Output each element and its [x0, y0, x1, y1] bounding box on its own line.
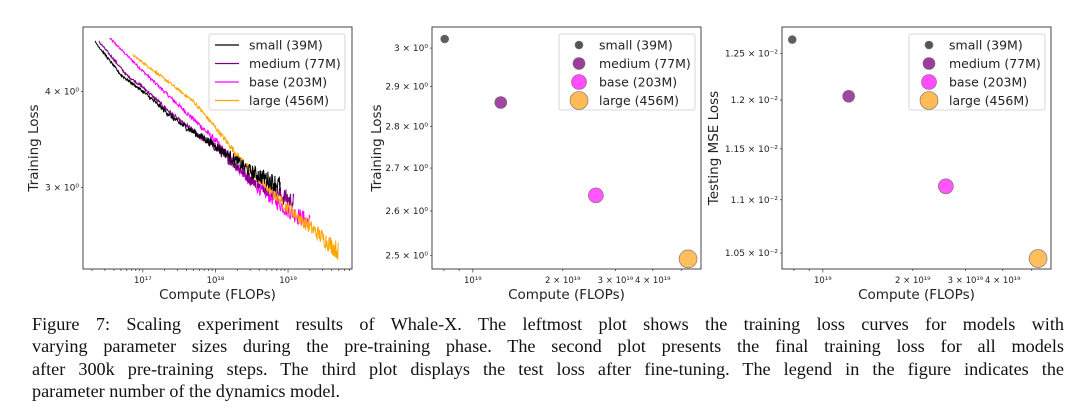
legend: small (39M) medium (77M) base (203M) large …: [208, 33, 346, 111]
legend-box: [908, 33, 1046, 111]
caption-line: Figure 7: Scaling experiment results of …: [32, 314, 1064, 334]
data-point-medium: [494, 96, 508, 109]
legend-marker-base: [571, 74, 587, 90]
x-tick-label: 3 × 10¹⁹: [598, 276, 634, 286]
legend-label: small (39M): [599, 38, 673, 53]
legend-label: small (39M): [249, 38, 323, 53]
data-point-large: [1028, 249, 1048, 268]
x-tick-label: 10¹⁹: [279, 276, 297, 286]
legend-marker-medium: [572, 57, 586, 70]
legend: small (39M) medium (77M) base (203M) large …: [558, 33, 696, 111]
x-tick-label: 2 × 10¹⁹: [895, 276, 931, 286]
legend-marker-small: [574, 40, 584, 50]
y-tick-label: 1.05 × 10⁻²: [725, 249, 779, 259]
plot-frame: [431, 26, 702, 270]
legend-box: [558, 33, 696, 111]
x-tick-label: 2 × 10¹⁹: [545, 276, 581, 286]
y-tick-label: 1.2 × 10⁻²: [731, 96, 779, 106]
data-point-small: [440, 34, 449, 44]
legend-label: medium (77M): [249, 56, 341, 71]
legend-marker-small: [924, 40, 934, 50]
x-tick-label: 10¹⁸: [207, 276, 225, 286]
x-axis-label: Compute (FLOPs): [159, 287, 276, 303]
y-axis-label: Testing MSE Loss: [706, 91, 722, 206]
x-tick-label: 10¹⁹: [814, 276, 832, 286]
y-tick-label: 1.25 × 10⁻²: [725, 49, 779, 59]
y-tick-label: 4 × 10⁰: [45, 87, 79, 97]
caption-line: after 300k pre-training steps. The third…: [32, 358, 1064, 379]
data-point-base: [938, 178, 954, 195]
y-tick-label: 1.1 × 10⁻²: [731, 196, 779, 206]
chart-2: 10¹⁹ 2 × 10¹⁹ 3 × 10¹⁹ 4 × 10¹⁹ 2.5 × 10⁰ 2.6…: [369, 26, 702, 303]
data-point-base: [588, 187, 604, 204]
plot-frame: [781, 26, 1052, 270]
figure-7-plots: 10¹⁷ 10¹⁸ 10¹⁹ 3 × 10⁰ 4 × 10⁰ Compute (FLOPs…: [26, 26, 1052, 303]
data-point-small: [787, 35, 797, 44]
y-tick-label: 1.15 × 10⁻²: [725, 145, 779, 155]
legend-marker-large: [569, 91, 589, 110]
legend-marker-base: [921, 74, 937, 90]
y-tick-label: 2.7 × 10⁰: [385, 164, 428, 174]
y-tick-label: 2.5 × 10⁰: [385, 252, 428, 262]
caption-line: varying parameter sizes during the pre-t…: [32, 336, 1064, 357]
legend-label: medium (77M): [949, 56, 1041, 71]
legend-marker-medium: [922, 57, 936, 70]
legend-label: large (456M): [249, 93, 329, 108]
legend-label: small (39M): [949, 38, 1023, 53]
y-tick-label: 2.6 × 10⁰: [385, 207, 428, 217]
data-point-medium: [842, 89, 855, 103]
legend-label: base (203M): [249, 75, 327, 90]
x-tick-label: 4 × 10¹⁹: [635, 276, 671, 286]
y-axis-label: Training Loss: [369, 104, 385, 192]
chart-1: 10¹⁷ 10¹⁸ 10¹⁹ 3 × 10⁰ 4 × 10⁰ Compute (FLOPs…: [26, 26, 353, 303]
y-tick-label: 2.9 × 10⁰: [385, 83, 428, 93]
series-line-small: [94, 40, 281, 192]
caption-line: parameter number of the dynamics model.: [32, 380, 341, 401]
legend-label: large (456M): [599, 93, 679, 108]
y-tick-label: 3 × 10⁰: [394, 44, 428, 54]
y-axis-label: Training Loss: [26, 104, 42, 192]
legend: small (39M) medium (77M) base (203M) large …: [908, 33, 1046, 111]
x-tick-label: 4 × 10¹⁹: [985, 276, 1021, 286]
data-point-large: [678, 249, 698, 269]
figure-caption: Figure 7: Scaling experiment results of …: [32, 313, 1064, 402]
legend-label: medium (77M): [599, 56, 691, 71]
x-tick-label: 10¹⁹: [464, 276, 482, 286]
legend-label: base (203M): [949, 75, 1027, 90]
legend-box: [208, 33, 346, 111]
x-tick-label: 10¹⁷: [134, 276, 152, 286]
y-tick-label: 2.8 × 10⁰: [385, 123, 428, 133]
x-axis-label: Compute (FLOPs): [858, 287, 975, 303]
chart-3: 10¹⁹ 2 × 10¹⁹ 3 × 10¹⁹ 4 × 10¹⁹ 1.05 × 10⁻² 1…: [706, 26, 1052, 303]
x-tick-label: 3 × 10¹⁹: [948, 276, 984, 286]
legend-marker-large: [919, 91, 939, 110]
y-tick-label: 3 × 10⁰: [45, 183, 79, 193]
x-axis-label: Compute (FLOPs): [508, 287, 625, 303]
plot-frame: [82, 26, 353, 270]
series-line-large: [132, 53, 339, 260]
legend-label: large (456M): [949, 93, 1029, 108]
legend-label: base (203M): [599, 75, 677, 90]
